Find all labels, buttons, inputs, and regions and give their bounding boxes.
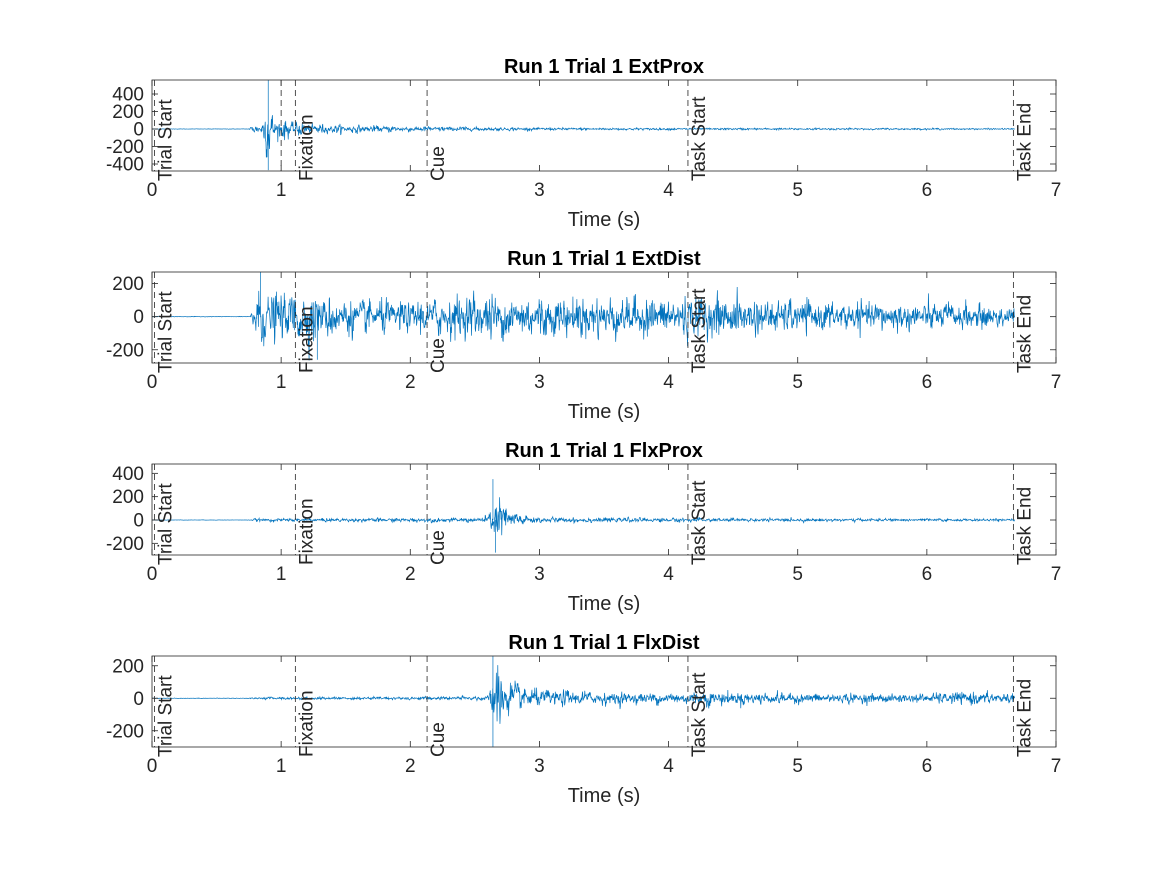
x-axis-label: Time (s) bbox=[568, 401, 641, 423]
x-tick-label: 1 bbox=[276, 180, 287, 201]
event-label: Task End bbox=[1014, 103, 1035, 181]
axes-box bbox=[151, 79, 1057, 172]
y-tick-label: 200 bbox=[112, 656, 144, 677]
emg-signal-line bbox=[152, 80, 1015, 171]
subplot-1: Trial Start Fixation Cue Task Start Task End… bbox=[106, 56, 1061, 231]
x-tick-label: 4 bbox=[663, 756, 674, 777]
y-tick-label: -200 bbox=[106, 534, 144, 555]
x-tick-label: 4 bbox=[663, 372, 674, 393]
event-label: Cue bbox=[428, 146, 449, 181]
x-tick-label: 6 bbox=[922, 180, 933, 201]
event-label: Task Start bbox=[689, 96, 710, 181]
x-tick-label: 0 bbox=[147, 756, 158, 777]
x-tick-label: 7 bbox=[1051, 564, 1062, 585]
x-tick-label: 5 bbox=[792, 180, 803, 201]
y-tick-label: 400 bbox=[112, 464, 144, 485]
chart-title: Run 1 Trial 1 FlxDist bbox=[508, 632, 700, 654]
event-label: Trial Start bbox=[156, 675, 177, 757]
x-tick-label: 1 bbox=[276, 372, 287, 393]
x-tick-label: 1 bbox=[276, 564, 287, 585]
x-tick-label: 2 bbox=[405, 756, 416, 777]
x-tick-label: 2 bbox=[405, 180, 416, 201]
event-label: Trial Start bbox=[156, 483, 177, 565]
event-label: Task End bbox=[1014, 295, 1035, 373]
axes-box bbox=[151, 655, 1057, 748]
y-tick-label: 0 bbox=[133, 689, 144, 710]
x-tick-label: 0 bbox=[147, 564, 158, 585]
x-tick-label: 6 bbox=[922, 756, 933, 777]
x-axis-label: Time (s) bbox=[568, 593, 641, 615]
subplot-4: Trial Start Fixation Cue Task Start Task End… bbox=[106, 632, 1061, 807]
axes-box bbox=[151, 463, 1057, 556]
event-label: Task Start bbox=[689, 480, 710, 565]
y-tick-label: -200 bbox=[106, 340, 144, 361]
x-tick-label: 2 bbox=[405, 372, 416, 393]
y-tick-label: -200 bbox=[106, 137, 144, 158]
event-label: Fixation bbox=[296, 114, 317, 181]
chart-title: Run 1 Trial 1 FlxProx bbox=[505, 440, 703, 462]
event-label: Fixation bbox=[296, 690, 317, 757]
chart-title: Run 1 Trial 1 ExtProx bbox=[504, 56, 704, 78]
event-label: Trial Start bbox=[156, 99, 177, 181]
y-tick-label: 0 bbox=[133, 307, 144, 328]
y-tick-label: 0 bbox=[133, 120, 144, 141]
x-tick-label: 7 bbox=[1051, 180, 1062, 201]
x-tick-label: 1 bbox=[276, 756, 287, 777]
chart-title: Run 1 Trial 1 ExtDist bbox=[507, 248, 701, 270]
event-label: Fixation bbox=[296, 498, 317, 565]
axes-box bbox=[151, 271, 1057, 364]
x-tick-label: 4 bbox=[663, 564, 674, 585]
event-label: Trial Start bbox=[156, 291, 177, 373]
event-label: Fixation bbox=[296, 306, 317, 373]
event-label: Task Start bbox=[689, 288, 710, 373]
x-tick-label: 4 bbox=[663, 180, 674, 201]
event-label: Task End bbox=[1014, 487, 1035, 565]
subplot-2: Trial Start Fixation Cue Task Start Task End… bbox=[106, 248, 1061, 423]
event-label: Task Start bbox=[689, 672, 710, 757]
subplot-3: Trial Start Fixation Cue Task Start Task End… bbox=[106, 440, 1061, 615]
event-label: Task End bbox=[1014, 679, 1035, 757]
event-label: Cue bbox=[428, 530, 449, 565]
event-label: Cue bbox=[428, 338, 449, 373]
x-tick-label: 5 bbox=[792, 372, 803, 393]
y-tick-label: 200 bbox=[112, 274, 144, 295]
x-tick-label: 6 bbox=[922, 372, 933, 393]
x-tick-label: 0 bbox=[147, 372, 158, 393]
emg-signal-line bbox=[152, 479, 1015, 553]
x-tick-label: 7 bbox=[1051, 756, 1062, 777]
x-axis-label: Time (s) bbox=[568, 785, 641, 807]
x-tick-label: 2 bbox=[405, 564, 416, 585]
x-tick-label: 3 bbox=[534, 756, 545, 777]
x-tick-label: 5 bbox=[792, 756, 803, 777]
y-tick-label: 0 bbox=[133, 511, 144, 532]
x-axis-label: Time (s) bbox=[568, 209, 641, 231]
x-tick-label: 6 bbox=[922, 564, 933, 585]
x-tick-label: 0 bbox=[147, 180, 158, 201]
x-tick-label: 7 bbox=[1051, 372, 1062, 393]
y-tick-label: -200 bbox=[106, 721, 144, 742]
x-tick-label: 3 bbox=[534, 564, 545, 585]
y-tick-label: -400 bbox=[106, 155, 144, 176]
y-tick-label: 200 bbox=[112, 102, 144, 123]
y-tick-label: 200 bbox=[112, 487, 144, 508]
event-label: Cue bbox=[428, 722, 449, 757]
x-tick-label: 3 bbox=[534, 372, 545, 393]
x-tick-label: 3 bbox=[534, 180, 545, 201]
emg-signal-line bbox=[152, 272, 1016, 361]
y-tick-label: 400 bbox=[112, 85, 144, 106]
x-tick-label: 5 bbox=[792, 564, 803, 585]
emg-signal-line bbox=[152, 656, 1016, 747]
